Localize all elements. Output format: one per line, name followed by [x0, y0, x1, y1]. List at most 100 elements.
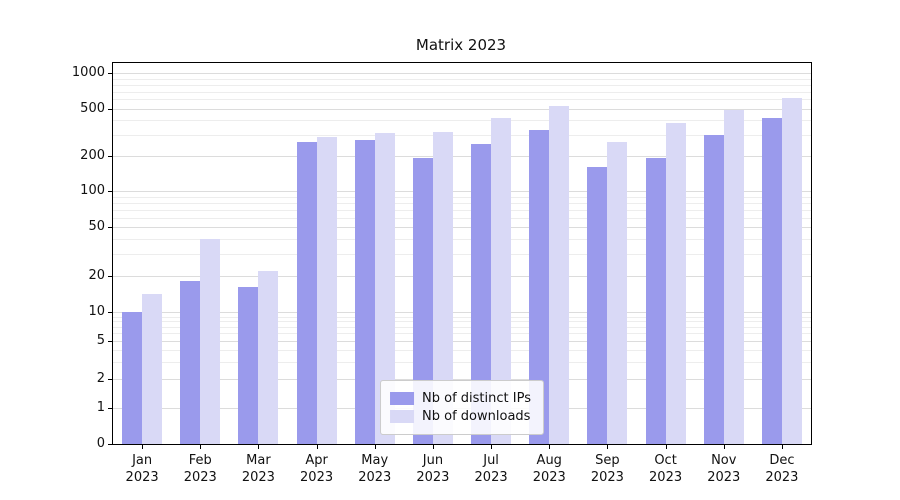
- gridline-minor: [113, 196, 811, 198]
- bar-distinct-ips: [238, 287, 259, 444]
- gridline-minor: [113, 254, 811, 256]
- bar-downloads: [374, 133, 395, 444]
- x-tick-label: Jan 2023: [107, 452, 177, 486]
- gridline-minor: [113, 84, 811, 86]
- gridline-major: [113, 312, 811, 314]
- bar-distinct-ips: [587, 167, 608, 444]
- x-tick-month: Nov: [711, 453, 737, 468]
- bar-downloads: [432, 131, 453, 444]
- x-tick-year: 2023: [765, 470, 799, 485]
- x-tick-month: Jan: [132, 453, 153, 468]
- y-tick-mark: [108, 444, 112, 445]
- x-tick-month: Jun: [422, 453, 444, 468]
- chart-title: Matrix 2023: [415, 36, 507, 54]
- gridline-major: [113, 227, 811, 229]
- x-tick-year: 2023: [649, 470, 683, 485]
- y-tick-mark: [108, 408, 112, 410]
- gridline-minor: [113, 362, 811, 364]
- gridline-minor: [113, 316, 811, 318]
- x-tick-year: 2023: [707, 470, 741, 485]
- y-tick-label: 1000: [71, 65, 105, 81]
- x-tick-year: 2023: [241, 470, 275, 485]
- x-tick-label: Jun 2023: [398, 452, 468, 486]
- gridline-major: [113, 275, 811, 277]
- gridline-major: [113, 155, 811, 157]
- y-tick-label: 20: [88, 267, 105, 283]
- x-tick-mark: [316, 445, 318, 449]
- x-tick-mark: [142, 445, 144, 449]
- x-tick-month: Dec: [769, 453, 795, 468]
- y-tick-mark: [108, 73, 112, 75]
- y-tick-label: 50: [88, 219, 105, 235]
- bar-downloads: [549, 105, 570, 444]
- x-tick-year: 2023: [416, 470, 450, 485]
- x-tick-month: Sep: [595, 453, 620, 468]
- gridline-major: [113, 108, 811, 110]
- x-tick-label: Nov 2023: [689, 452, 759, 486]
- gridline-major: [113, 191, 811, 193]
- gridline-minor: [113, 134, 811, 136]
- x-tick-mark: [781, 445, 783, 449]
- y-tick-mark: [108, 227, 112, 229]
- y-tick-mark: [108, 379, 112, 381]
- plot-area: 0 1 2 5 10 20 50 100 200 500 1000 Jan 2023 Feb 2023 Mar…: [72, 62, 812, 485]
- gridline-major: [113, 73, 811, 75]
- legend-label-distinct-ips: Nb of distinct IPs: [422, 391, 531, 406]
- y-tick-mark: [108, 155, 112, 157]
- gridline-minor: [113, 217, 811, 219]
- x-tick-year: 2023: [183, 470, 217, 485]
- bar-distinct-ips: [180, 281, 201, 444]
- bar-downloads: [607, 142, 628, 444]
- y-tick-label: 0: [96, 436, 105, 451]
- bar-distinct-ips: [529, 129, 550, 444]
- x-tick-month: Jul: [483, 453, 499, 468]
- x-tick-mark: [374, 445, 376, 449]
- gridline-minor: [113, 321, 811, 323]
- gridline-minor: [113, 78, 811, 80]
- legend: Nb of distinct IPs Nb of downloads: [380, 380, 544, 435]
- x-tick-month: Oct: [654, 453, 677, 468]
- x-tick-mark: [491, 445, 493, 449]
- y-tick-mark: [108, 108, 112, 110]
- bar-downloads: [200, 239, 221, 444]
- x-tick-year: 2023: [532, 470, 566, 485]
- gridline-minor: [113, 99, 811, 101]
- x-tick-mark: [432, 445, 434, 449]
- bar-downloads: [316, 136, 337, 444]
- x-tick-month: Mar: [246, 453, 271, 468]
- y-tick-label: 100: [80, 183, 105, 199]
- y-tick-label: 1: [96, 400, 105, 416]
- bar-distinct-ips: [354, 140, 375, 444]
- x-tick-month: Apr: [305, 453, 328, 468]
- bar-downloads: [491, 117, 512, 444]
- x-tick-year: 2023: [300, 470, 334, 485]
- gridline-minor: [113, 91, 811, 93]
- gridline-major: [113, 341, 811, 343]
- x-tick-month: Aug: [536, 453, 562, 468]
- x-tick-mark: [607, 445, 609, 449]
- x-tick-label: Oct 2023: [631, 452, 701, 486]
- y-tick-label: 2: [96, 371, 105, 387]
- y-tick-label: 200: [80, 147, 105, 163]
- x-tick-month: May: [361, 453, 389, 468]
- bar-distinct-ips: [412, 158, 433, 444]
- x-tick-label: Aug 2023: [514, 452, 584, 486]
- bar-distinct-ips: [296, 142, 317, 444]
- gridline-major: [113, 379, 811, 381]
- x-tick-year: 2023: [590, 470, 624, 485]
- bar-distinct-ips: [761, 117, 782, 444]
- y-tick-mark: [108, 191, 112, 193]
- x-tick-mark: [665, 445, 667, 449]
- bar-downloads: [258, 270, 279, 444]
- bar-distinct-ips: [122, 312, 143, 444]
- y-tick-label: 5: [96, 333, 105, 349]
- legend-swatch-distinct-ips: [390, 392, 415, 405]
- gridline-minor: [113, 120, 811, 122]
- legend-label-downloads: Nb of downloads: [422, 409, 531, 424]
- x-tick-year: 2023: [125, 470, 159, 485]
- gridline-minor: [113, 239, 811, 241]
- bar-downloads: [723, 109, 744, 444]
- x-tick-label: Feb 2023: [165, 452, 235, 486]
- gridline-minor: [113, 350, 811, 352]
